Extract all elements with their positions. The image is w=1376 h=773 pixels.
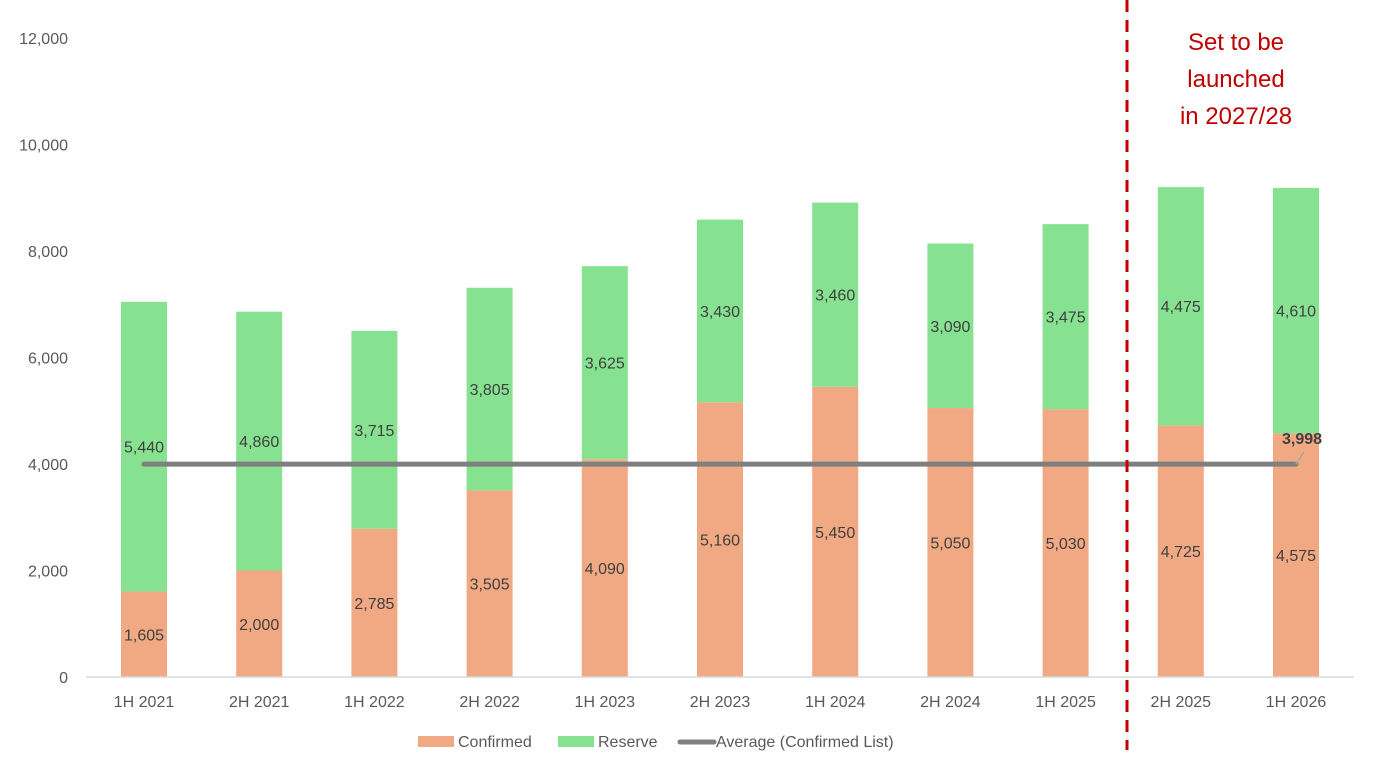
average-line-group: 3,998 xyxy=(141,431,1322,467)
x-tick-label: 1H 2021 xyxy=(114,694,175,711)
bar-confirmed[interactable] xyxy=(581,459,628,677)
data-label-confirmed: 1,605 xyxy=(124,627,164,644)
data-label-confirmed: 4,725 xyxy=(1161,544,1201,561)
data-label-reserve: 4,610 xyxy=(1276,304,1316,321)
annotation-line-1: Set to be xyxy=(1188,29,1284,56)
bar-confirmed[interactable] xyxy=(351,528,398,677)
bar-reserve[interactable] xyxy=(581,266,628,460)
data-label-reserve: 5,440 xyxy=(124,440,164,457)
data-label-reserve: 4,475 xyxy=(1161,299,1201,316)
bar-reserve[interactable] xyxy=(466,287,513,491)
data-label-confirmed: 2,785 xyxy=(354,596,394,613)
bar-reserve[interactable] xyxy=(812,202,859,387)
data-label-reserve: 3,715 xyxy=(354,423,394,440)
x-tick-label: 2H 2024 xyxy=(920,694,981,711)
legend-item-confirmed[interactable]: Confirmed xyxy=(418,734,532,751)
annotation-line-3: in 2027/28 xyxy=(1180,103,1292,130)
y-tick-label: 4,000 xyxy=(28,457,68,474)
y-tick-label: 6,000 xyxy=(28,351,68,368)
data-label-confirmed: 2,000 xyxy=(239,617,279,634)
x-tick-label: 2H 2023 xyxy=(690,694,751,711)
data-label-confirmed: 4,090 xyxy=(585,561,625,578)
data-label-confirmed: 5,450 xyxy=(815,525,855,542)
legend-label-confirmed: Confirmed xyxy=(458,734,532,751)
x-tick-label: 1H 2026 xyxy=(1266,694,1327,711)
bar-confirmed[interactable] xyxy=(1042,409,1089,677)
data-label-confirmed: 5,160 xyxy=(700,533,740,550)
data-label-confirmed: 4,575 xyxy=(1276,548,1316,565)
legend-swatch-reserve xyxy=(558,736,594,747)
x-tick-label: 1H 2023 xyxy=(575,694,636,711)
data-label-confirmed: 3,505 xyxy=(470,577,510,594)
y-tick-label: 10,000 xyxy=(19,138,68,155)
legend-item-reserve[interactable]: Reserve xyxy=(558,734,658,751)
bar-reserve[interactable] xyxy=(927,243,974,409)
bar-reserve[interactable] xyxy=(121,301,167,592)
data-label-reserve: 3,460 xyxy=(815,288,855,305)
bar-reserve[interactable] xyxy=(697,219,743,403)
bar-reserve[interactable] xyxy=(1273,187,1319,434)
bar-reserve[interactable] xyxy=(236,311,283,571)
data-label-reserve: 3,625 xyxy=(585,356,625,373)
bars: 1,605 5,440 2,000 4,860 2,785 3,715 3,505 3,805… xyxy=(121,187,1319,677)
bar-confirmed[interactable] xyxy=(1273,433,1319,677)
data-label-confirmed: 5,030 xyxy=(1046,536,1086,553)
legend-label-average: Average (Confirmed List) xyxy=(716,734,894,751)
data-label-reserve: 3,475 xyxy=(1046,310,1086,327)
data-label-reserve: 3,805 xyxy=(470,382,510,399)
average-label-leader-line xyxy=(1295,451,1305,465)
data-label-reserve: 3,430 xyxy=(700,304,740,321)
data-label-confirmed: 5,050 xyxy=(930,536,970,553)
y-tick-label: 8,000 xyxy=(28,244,68,261)
legend-item-average[interactable]: Average (Confirmed List) xyxy=(677,734,894,751)
x-tick-label: 2H 2021 xyxy=(229,694,290,711)
annotation-line-2: launched xyxy=(1187,66,1284,93)
bar-confirmed[interactable] xyxy=(121,591,167,677)
bar-confirmed[interactable] xyxy=(812,386,859,677)
y-tick-label: 2,000 xyxy=(28,564,68,581)
y-tick-label: 12,000 xyxy=(19,31,68,48)
legend-swatch-confirmed xyxy=(418,736,454,747)
bar-confirmed[interactable] xyxy=(697,402,743,677)
bar-confirmed[interactable] xyxy=(236,570,283,678)
x-tick-label: 2H 2022 xyxy=(459,694,520,711)
data-label-reserve: 3,090 xyxy=(930,319,970,336)
bar-reserve[interactable] xyxy=(1042,224,1089,410)
legend-label-reserve: Reserve xyxy=(598,734,658,751)
bar-confirmed[interactable] xyxy=(927,408,974,677)
x-tick-label: 1H 2022 xyxy=(344,694,405,711)
x-tick-label: 2H 2025 xyxy=(1151,694,1212,711)
annotation: Set to be launched in 2027/28 xyxy=(1180,29,1292,130)
bar-reserve[interactable] xyxy=(351,330,398,529)
bar-confirmed[interactable] xyxy=(466,490,513,677)
bar-reserve[interactable] xyxy=(1157,187,1204,426)
average-end-label: 3,998 xyxy=(1282,431,1322,448)
data-label-reserve: 4,860 xyxy=(239,434,279,451)
x-axis: 1H 2021 2H 2021 1H 2022 2H 2022 1H 2023 2H 20… xyxy=(114,694,1327,711)
bar-confirmed[interactable] xyxy=(1157,425,1204,677)
y-axis: 0 2,000 4,000 6,000 8,000 10,000 12,000 xyxy=(19,31,68,687)
y-tick-label: 0 xyxy=(59,670,68,687)
legend: Confirmed Reserve Average (Confirmed Lis… xyxy=(418,734,894,751)
x-tick-label: 1H 2025 xyxy=(1035,694,1096,711)
x-tick-label: 1H 2024 xyxy=(805,694,866,711)
